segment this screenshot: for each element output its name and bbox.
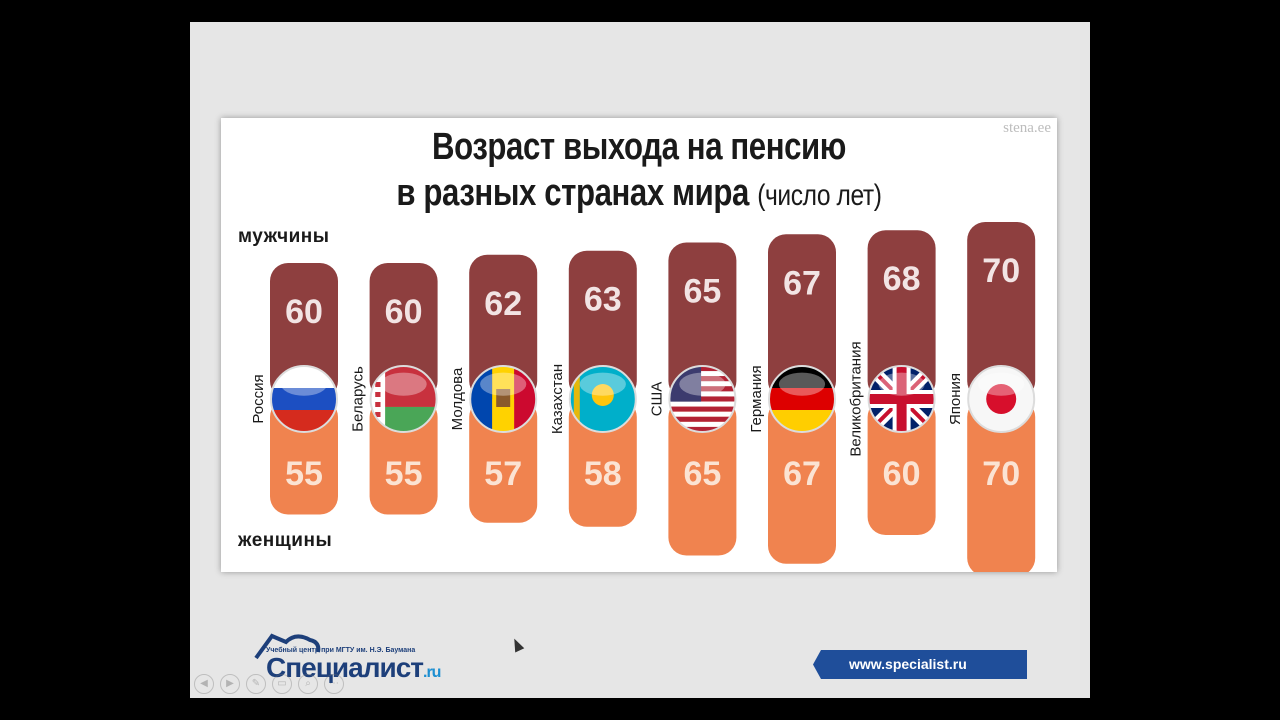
- women-bar: [768, 399, 836, 564]
- men-value-label: 60: [285, 293, 323, 331]
- men-bar: [768, 234, 836, 399]
- japan-flag-icon: [967, 365, 1036, 433]
- country-label: Казахстан: [549, 364, 566, 434]
- men-bar: [270, 263, 338, 399]
- men-bar: [469, 254, 538, 399]
- logo-domain: .ru: [423, 664, 441, 681]
- women-value-label: 55: [385, 455, 423, 493]
- infographic-card: stena.ee Возраст выхода на пенсию в разн…: [221, 118, 1057, 572]
- logo-caption: Учебный центр при МГТУ им. Н.Э. Баумана: [266, 647, 416, 654]
- site-link[interactable]: www.specialist.ru: [849, 656, 967, 672]
- men-value-label: 70: [982, 252, 1020, 290]
- men-value-label: 63: [584, 281, 622, 319]
- chart-title-part2: в разных странах мира: [396, 172, 749, 214]
- women-bar: [568, 399, 637, 527]
- belarus-flag-icon: [369, 365, 438, 433]
- play-icon[interactable]: ▶: [220, 674, 240, 694]
- zoom-icon[interactable]: ⌕: [298, 674, 318, 694]
- germany-flag-icon: [768, 365, 836, 433]
- logo-name-text: Специалист: [266, 652, 424, 683]
- moldova-flag-icon: [469, 365, 538, 433]
- women-value-label: 60: [883, 455, 921, 493]
- women-value-label: 58: [584, 455, 622, 493]
- women-value-label: 57: [484, 455, 522, 493]
- watermark: stena.ee: [1003, 120, 1051, 136]
- women-bar: [469, 399, 538, 523]
- chart-title-unit: (число лет): [757, 179, 882, 212]
- russia-flag-icon: [270, 365, 338, 433]
- site-banner[interactable]: www.specialist.ru: [813, 650, 1027, 679]
- cloud-logo-icon: [254, 633, 321, 660]
- pen-icon[interactable]: ✎: [246, 674, 266, 694]
- country-label: Россия: [250, 374, 267, 423]
- women-bar: [668, 399, 737, 556]
- prev-icon[interactable]: ◀: [194, 674, 214, 694]
- country-label: Беларусь: [350, 366, 367, 432]
- women-value-label: 65: [683, 455, 721, 493]
- logo-name: Специалист.ru: [266, 652, 441, 684]
- men-label: мужчины: [238, 226, 330, 247]
- women-label: женщины: [238, 530, 333, 551]
- men-value-label: 67: [783, 264, 821, 302]
- women-value-label: 70: [982, 455, 1020, 493]
- usa-flag-icon: [668, 365, 737, 433]
- women-value-label: 67: [783, 455, 821, 493]
- men-bar: [568, 250, 637, 399]
- country-label: Молдова: [449, 367, 466, 430]
- men-value-label: 62: [484, 285, 522, 323]
- men-value-label: 65: [683, 273, 721, 311]
- women-bar: [967, 399, 1036, 572]
- country-label: Великобритания: [848, 341, 865, 456]
- chart-title: Возраст выхода на пенсию: [432, 126, 846, 168]
- men-bar: [867, 230, 936, 399]
- chart-plot: 60 55 Россия 60 55 Беларусь 62 57 Молдова 63 58 Каз…: [250, 222, 1036, 572]
- women-bar: [867, 399, 936, 535]
- men-value-label: 68: [883, 260, 921, 298]
- country-label: США: [648, 382, 665, 417]
- country-label: Япония: [947, 373, 964, 425]
- chart-title-line2: в разных странах мира (число лет): [296, 172, 982, 215]
- women-value-label: 55: [285, 455, 323, 493]
- men-bar: [967, 222, 1036, 399]
- slides-icon[interactable]: ▭: [272, 674, 292, 694]
- country-label: Германия: [748, 365, 765, 432]
- kazakhstan-flag-icon: [568, 365, 637, 433]
- more-icon[interactable]: ⋯: [324, 674, 344, 694]
- men-value-label: 60: [385, 293, 423, 331]
- player-controls: ◀ ▶ ✎ ▭ ⌕ ⋯: [194, 674, 344, 694]
- specialist-logo[interactable]: Учебный центр при МГТУ им. Н.Э. Баумана …: [252, 630, 472, 683]
- uk-flag-icon: [867, 365, 936, 433]
- men-bar: [369, 263, 438, 399]
- men-bar: [668, 242, 737, 399]
